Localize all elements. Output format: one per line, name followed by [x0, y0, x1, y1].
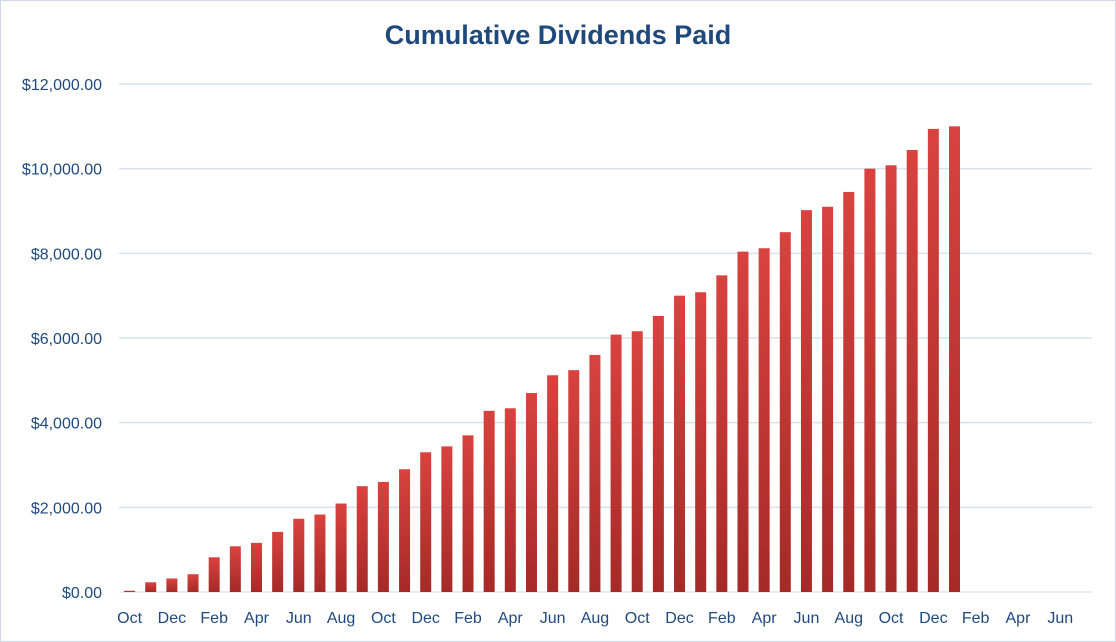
bar — [250, 542, 262, 592]
bar — [166, 578, 178, 592]
x-tick-label: Aug — [327, 610, 355, 627]
x-tick-label: Dec — [411, 610, 439, 627]
bar — [293, 518, 305, 592]
bar — [864, 168, 876, 592]
bar — [377, 481, 389, 592]
x-tick-label: Feb — [708, 610, 736, 627]
x-tick-label: Oct — [371, 610, 396, 627]
y-tick-label: $4,000.00 — [31, 416, 102, 433]
bar — [399, 469, 411, 592]
x-tick-label: Apr — [244, 610, 270, 627]
x-axis-labels: Oct Dec Feb Apr Jun Aug Oct Dec Feb Apr Jun Aug Oct D… — [117, 610, 1073, 627]
x-tick-label: Apr — [752, 610, 778, 627]
bar — [420, 452, 432, 592]
bar — [652, 315, 664, 592]
x-tick-label: Oct — [625, 610, 650, 627]
bars — [124, 126, 961, 593]
x-tick-label: Oct — [879, 610, 904, 627]
x-tick-label: Jun — [540, 610, 566, 627]
bar — [906, 150, 918, 593]
bar — [124, 590, 136, 592]
bar — [441, 446, 453, 592]
bar — [462, 435, 474, 592]
x-tick-label: Aug — [835, 610, 863, 627]
x-tick-label: Dec — [158, 610, 186, 627]
x-tick-label: Feb — [200, 610, 228, 627]
x-tick-label: Aug — [581, 610, 609, 627]
x-tick-label: Feb — [454, 610, 482, 627]
x-tick-label: Apr — [498, 610, 524, 627]
bar — [610, 334, 622, 592]
bar — [335, 503, 347, 592]
bar — [314, 514, 326, 592]
bar — [547, 375, 559, 592]
bar — [631, 331, 643, 592]
gridlines — [119, 83, 1092, 593]
bar — [525, 393, 537, 592]
y-axis-labels: $0.00 $2,000.00 $4,000.00 $6,000.00 $8,000.0… — [22, 77, 102, 602]
bar — [483, 410, 495, 592]
y-tick-label: $10,000.00 — [22, 162, 102, 179]
x-tick-label: Dec — [665, 610, 693, 627]
y-tick-label: $6,000.00 — [31, 331, 102, 348]
bar — [758, 248, 770, 592]
x-tick-label: Apr — [1006, 610, 1032, 627]
bar — [800, 210, 812, 593]
y-tick-label: $8,000.00 — [31, 246, 102, 263]
x-tick-label: Jun — [1047, 610, 1073, 627]
chart-title: Cumulative Dividends Paid — [384, 20, 732, 50]
bar — [504, 408, 516, 592]
bar — [674, 295, 686, 592]
x-tick-label: Oct — [117, 610, 142, 627]
y-tick-label: $2,000.00 — [31, 500, 102, 517]
bar — [229, 546, 241, 592]
bar — [822, 206, 834, 592]
bar — [737, 251, 749, 592]
bar — [695, 292, 707, 592]
x-tick-label: Jun — [794, 610, 820, 627]
bar — [949, 126, 961, 592]
bar — [568, 370, 580, 592]
y-tick-label: $12,000.00 — [22, 77, 102, 94]
x-tick-label: Jun — [286, 610, 312, 627]
x-tick-label: Dec — [919, 610, 947, 627]
bar — [145, 582, 157, 592]
bar — [927, 128, 939, 592]
bar — [272, 531, 284, 592]
bar — [779, 232, 791, 592]
x-tick-label: Feb — [962, 610, 990, 627]
bar — [843, 191, 855, 592]
bar — [187, 574, 199, 592]
bar — [208, 557, 220, 592]
bar — [356, 486, 368, 592]
y-tick-label: $0.00 — [62, 585, 102, 602]
bar — [716, 275, 728, 592]
bar — [589, 354, 601, 592]
bar — [885, 165, 897, 592]
